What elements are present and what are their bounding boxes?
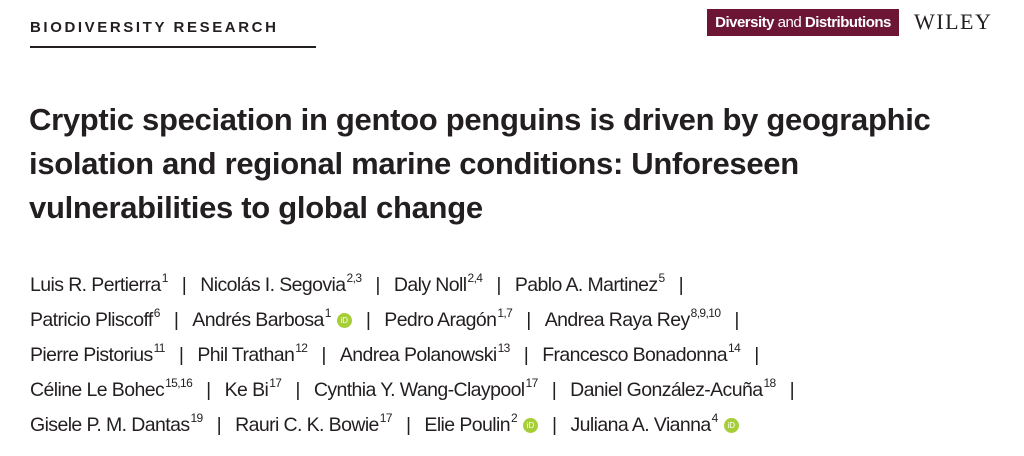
publisher-logo[interactable]: WILEY	[914, 9, 993, 34]
author-name: Pierre Pistorius	[30, 344, 153, 366]
author-affiliation: 11	[153, 341, 166, 355]
author-row: Patricio Pliscoff 6 | Andrés Barbosa 1 iD | Ped…	[30, 303, 808, 338]
journal-name-2: Distributions	[804, 14, 892, 31]
author-row: Gisele P. M. Dantas 19 | Rauri C. K. Bowie 1…	[30, 408, 808, 443]
author-row: Luis R. Pertierra 1 | Nicolás I. Segovia 2,3…	[30, 268, 808, 303]
author-name: Daniel González-Acuña	[570, 379, 763, 401]
author-affiliation: 4	[711, 411, 719, 425]
section-rule	[30, 46, 316, 48]
author-name: Rauri C. K. Bowie	[235, 414, 379, 436]
author-affiliation: 2,4	[467, 271, 483, 285]
author-name: Nicolás I. Segovia	[200, 274, 346, 296]
author[interactable]: Juliana A. Vianna 4 iD	[570, 411, 739, 437]
author-affiliation: 18	[763, 376, 776, 390]
author-affiliation: 2	[510, 411, 518, 425]
author[interactable]: Nicolás I. Segovia 2,3	[200, 271, 362, 297]
journal-name-and: and	[774, 14, 805, 31]
author-separator: |	[216, 414, 222, 436]
author-name: Pablo A. Martinez	[514, 274, 658, 296]
author-row: Pierre Pistorius 11 | Phil Trathan 12 | Andrea…	[30, 338, 808, 373]
orcid-icon[interactable]: iD	[336, 313, 352, 328]
author-separator: |	[365, 309, 371, 331]
author[interactable]: Luis R. Pertierra 1	[30, 271, 169, 297]
author[interactable]: Ke Bi 17	[224, 376, 282, 402]
author[interactable]: Elie Poulin 2 iD	[424, 411, 539, 437]
author-affiliation: 2,3	[346, 271, 362, 285]
author[interactable]: Pedro Aragón 1,7	[384, 306, 513, 332]
author-name: Patricio Pliscoff	[30, 309, 153, 331]
author-affiliation: 15,16	[165, 376, 193, 390]
journal-name-1: Diversity	[715, 14, 774, 31]
author[interactable]: Andrés Barbosa 1 iD	[192, 306, 352, 332]
author-separator: |	[754, 344, 759, 366]
author-name: Cynthia Y. Wang-Claypool	[313, 379, 525, 401]
author[interactable]: Rauri C. K. Bowie 17	[235, 411, 393, 437]
author-separator: |	[496, 274, 501, 296]
journal-logo[interactable]: Diversity and Distributions	[707, 9, 899, 36]
author-name: Juliana A. Vianna	[570, 414, 712, 436]
author-name: Céline Le Bohec	[30, 379, 165, 401]
author-separator: |	[173, 309, 179, 331]
author-name: Phil Trathan	[197, 344, 295, 366]
author-name: Andrés Barbosa	[192, 309, 324, 331]
author-separator: |	[295, 379, 300, 401]
author[interactable]: Pablo A. Martinez 5	[514, 271, 666, 297]
author-affiliation: 17	[269, 376, 282, 390]
author[interactable]: Andrea Polanowski 13	[339, 341, 511, 367]
author-affiliation: 14	[728, 341, 741, 355]
author-affiliation: 5	[658, 271, 666, 285]
section-label: BIODIVERSITY RESEARCH	[30, 19, 279, 36]
author-separator: |	[178, 344, 184, 366]
author-list: Luis R. Pertierra 1 | Nicolás I. Segovia 2,3…	[30, 268, 808, 443]
author-name: Ke Bi	[224, 379, 269, 401]
author[interactable]: Daly Noll 2,4	[393, 271, 483, 297]
author[interactable]: Patricio Pliscoff 6	[30, 306, 161, 332]
author[interactable]: Phil Trathan 12	[197, 341, 308, 367]
author[interactable]: Céline Le Bohec 15,16	[30, 376, 193, 402]
author-name: Andrea Polanowski	[339, 344, 497, 366]
author-affiliation: 13	[497, 341, 511, 355]
author[interactable]: Gisele P. M. Dantas 19	[30, 411, 203, 437]
author-name: Pedro Aragón	[384, 309, 497, 331]
author-affiliation: 8,9,10	[690, 306, 721, 320]
author-separator: |	[551, 379, 557, 401]
author-affiliation: 12	[295, 341, 308, 355]
author-name: Luis R. Pertierra	[30, 274, 161, 296]
author-separator: |	[375, 274, 380, 296]
author[interactable]: Pierre Pistorius 11	[30, 341, 166, 367]
orcid-icon[interactable]: iD	[523, 418, 539, 433]
author-separator: |	[321, 344, 326, 366]
orcid-icon[interactable]: iD	[723, 418, 739, 433]
author-name: Francesco Bonadonna	[542, 344, 728, 366]
article-title: Cryptic speciation in gentoo penguins is…	[29, 102, 931, 225]
author-separator: |	[181, 274, 187, 296]
author-separator: |	[678, 274, 684, 296]
author-affiliation: 6	[153, 306, 161, 320]
author-affiliation: 17	[525, 376, 539, 390]
author-name: Daly Noll	[393, 274, 467, 296]
author-name: Gisele P. M. Dantas	[30, 414, 190, 436]
author-affiliation: 1,7	[497, 306, 513, 320]
author[interactable]: Daniel González-Acuña 18	[570, 376, 776, 402]
author-name: Elie Poulin	[424, 414, 510, 436]
author-separator: |	[523, 344, 529, 366]
author-separator: |	[206, 379, 211, 401]
author[interactable]: Francesco Bonadonna 14	[542, 341, 741, 367]
author-affiliation: 19	[190, 411, 203, 425]
author[interactable]: Cynthia Y. Wang-Claypool 17	[313, 376, 539, 402]
author-row: Céline Le Bohec 15,16 | Ke Bi 17 | Cynthia Y. …	[30, 373, 808, 408]
author[interactable]: Andrea Raya Rey 8,9,10	[544, 306, 721, 332]
author-separator: |	[552, 414, 557, 436]
author-separator: |	[734, 309, 739, 331]
author-affiliation: 1	[324, 306, 332, 320]
author-separator: |	[526, 309, 531, 331]
author-affiliation: 1	[161, 271, 169, 285]
author-affiliation: 17	[379, 411, 393, 425]
author-separator: |	[405, 414, 411, 436]
author-separator: |	[789, 379, 795, 401]
author-name: Andrea Raya Rey	[544, 309, 691, 331]
